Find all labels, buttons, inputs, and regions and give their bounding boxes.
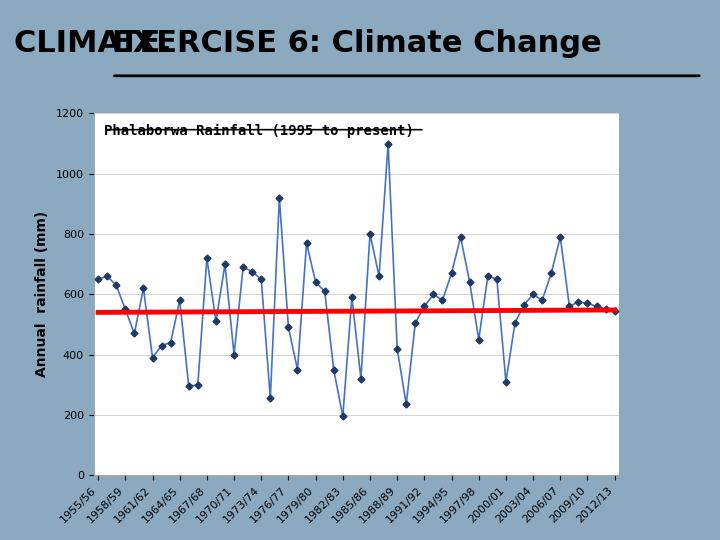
Text: EXERCISE 6: Climate Change: EXERCISE 6: Climate Change [112,29,601,58]
Text: CLIMATE.: CLIMATE. [14,29,183,58]
Y-axis label: Annual  rainfall (mm): Annual rainfall (mm) [35,211,49,377]
Text: Phalaborwa Rainfall (1995 to present): Phalaborwa Rainfall (1995 to present) [104,124,414,138]
